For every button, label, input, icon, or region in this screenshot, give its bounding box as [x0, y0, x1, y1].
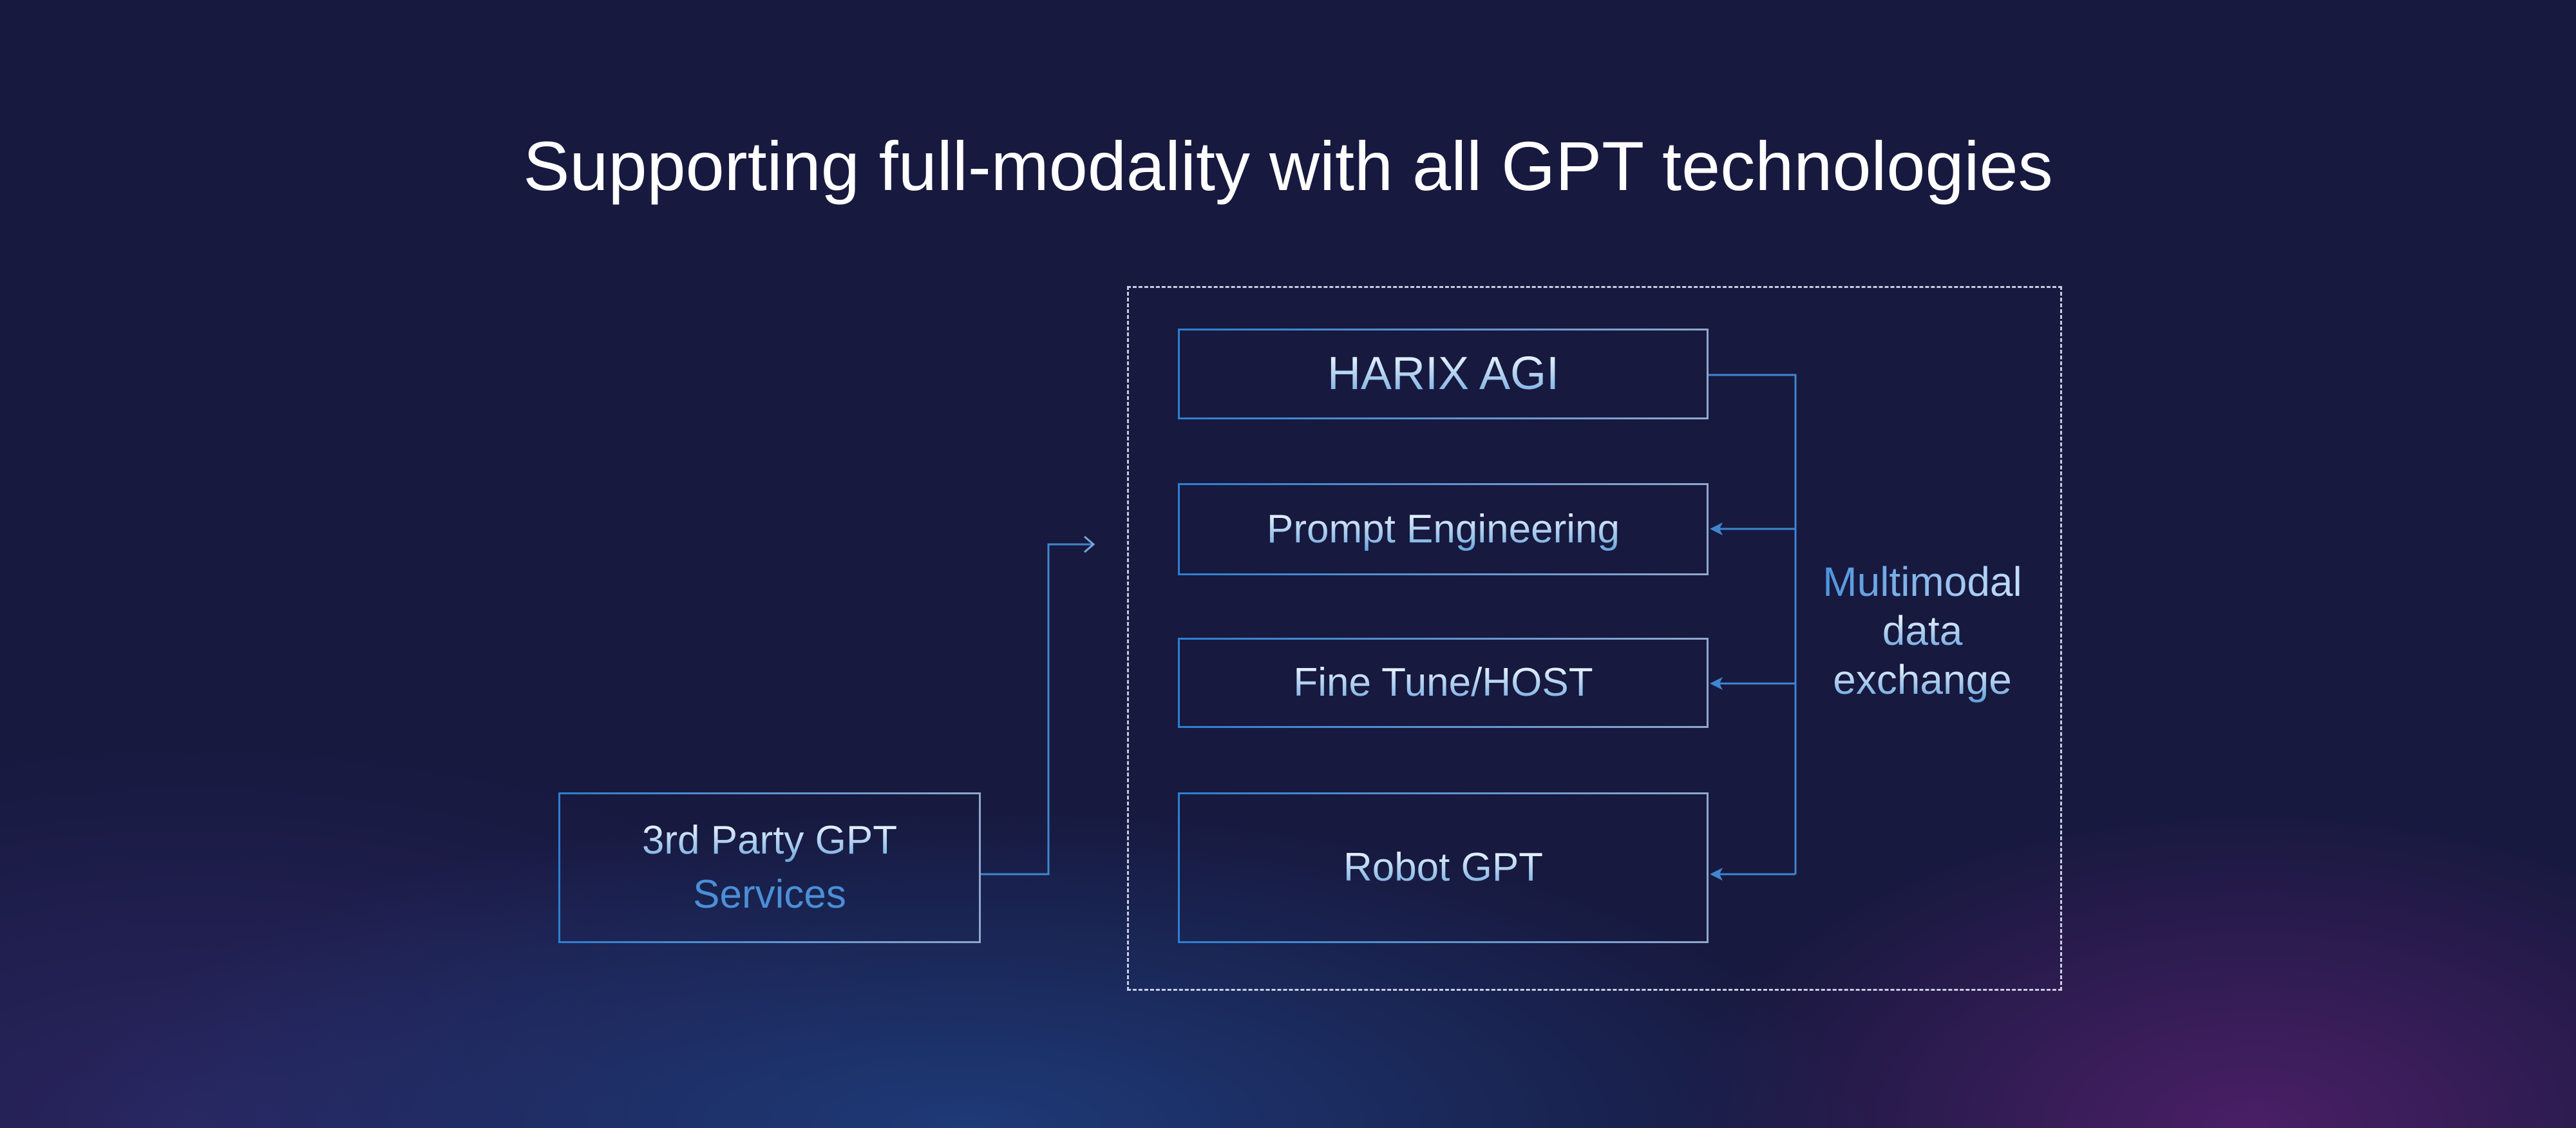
third-party-connector [981, 543, 1092, 875]
third-party-label-line1: 3rd Party GPT [642, 814, 897, 868]
multimodal-data-exchange-label: Multimodal data exchange [1790, 557, 2054, 704]
harix-agi-label: HARIX AGI [1327, 343, 1559, 405]
robot-gpt-label: Robot GPT [1343, 841, 1543, 895]
arrowhead-icon [1710, 677, 1723, 690]
gpt-platform-group-border [1127, 286, 2062, 991]
harix-agi-box: HARIX AGI [1178, 329, 1709, 419]
prompt-engineering-box: Prompt Engineering [1178, 483, 1709, 575]
page-title: Supporting full-modality with all GPT te… [523, 127, 2053, 205]
arrowhead-icon [1710, 868, 1723, 881]
exchange-line-3: exchange [1790, 655, 2054, 704]
prompt-engineering-label: Prompt Engineering [1267, 502, 1620, 557]
third-party-gpt-services-box: 3rd Party GPT Services [558, 792, 981, 943]
exchange-line-1: Multimodal [1790, 557, 2054, 606]
arrowhead-icon [1084, 535, 1095, 553]
fine-tune-host-box: Fine Tune/HOST [1178, 638, 1709, 728]
fine-tune-host-label: Fine Tune/HOST [1293, 656, 1593, 710]
third-party-label-line2: Services [693, 872, 846, 917]
exchange-bus-line [1709, 374, 1797, 874]
robot-gpt-box: Robot GPT [1178, 792, 1709, 943]
exchange-line-2: data [1790, 606, 2054, 655]
arrowhead-icon [1710, 522, 1723, 535]
